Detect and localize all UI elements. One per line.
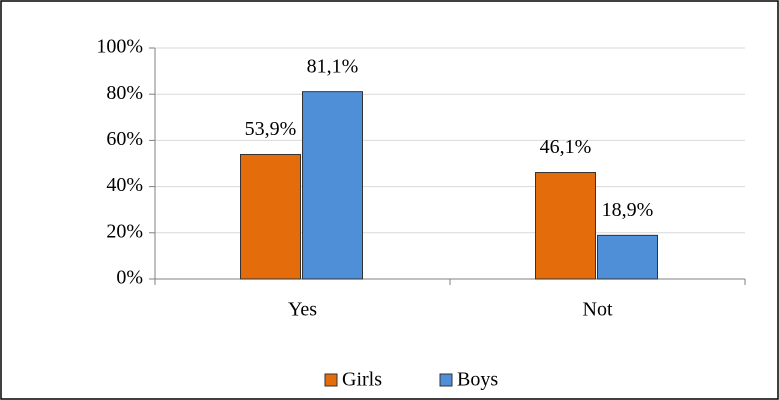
legend-swatch <box>324 373 338 387</box>
bar <box>302 91 363 280</box>
legend-label: Boys <box>457 369 498 391</box>
y-tick-label: 40% <box>106 174 143 196</box>
x-tick-label: Not <box>583 299 613 321</box>
y-tick-label: 20% <box>106 220 143 242</box>
value-label: 46,1% <box>540 136 592 158</box>
y-tick-label: 100% <box>96 36 143 58</box>
y-tick-label: 0% <box>116 267 143 289</box>
bar <box>240 153 301 280</box>
x-tick-label: Yes <box>288 299 317 321</box>
value-label: 18,9% <box>602 199 654 221</box>
bar <box>597 234 658 280</box>
y-tick-label: 60% <box>106 128 143 150</box>
value-label: 53,9% <box>245 118 297 140</box>
legend-swatch <box>439 373 453 387</box>
y-tick-label: 80% <box>106 82 143 104</box>
legend-label: Girls <box>342 369 382 391</box>
bar <box>535 172 596 280</box>
value-label: 81,1% <box>307 55 359 77</box>
